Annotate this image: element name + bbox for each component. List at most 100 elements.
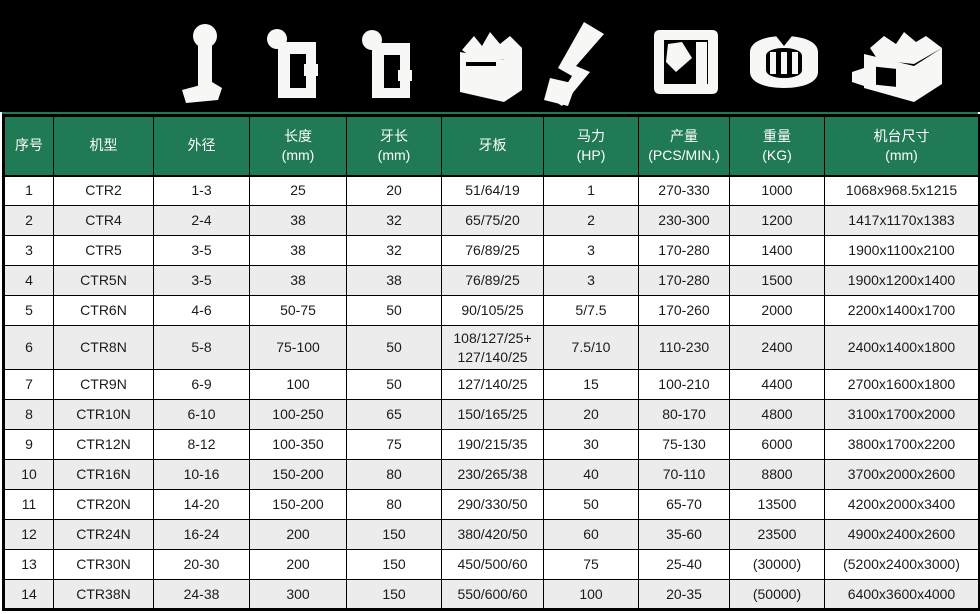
table-row: 13 CTR30N 20-30 200 150 450/500/60 75 25-40 (300… — [3, 549, 980, 580]
table-cell: 8-12 — [153, 429, 250, 460]
die-frame-alt-icon — [362, 30, 412, 98]
table-cell: (50000) — [729, 579, 825, 610]
table-cell: 23500 — [729, 519, 825, 550]
table-cell: 1000 — [729, 175, 825, 206]
table-cell: 4 — [3, 265, 54, 296]
table-cell: 7 — [3, 369, 54, 400]
table-cell: 150 — [346, 579, 442, 610]
table-cell: 150/165/25 — [441, 399, 544, 430]
spec-table-body: 1 CTR2 1-3 25 20 51/64/19 1 270-330 1000 1068x968… — [3, 175, 980, 610]
table-cell: 200 — [249, 549, 347, 580]
table-cell: 108/127/25+ 127/140/25 — [441, 325, 544, 370]
table-cell: CTR5N — [53, 265, 154, 296]
column-header: 序号 — [3, 115, 54, 177]
table-cell: 200 — [249, 519, 347, 550]
table-cell: 2 — [543, 205, 639, 236]
table-cell: 1417x1170x1383 — [824, 205, 980, 236]
table-cell: CTR10N — [53, 399, 154, 430]
table-cell: 290/330/50 — [441, 489, 544, 520]
spec-table: 序号 机型 外径 长度 (mm) 牙长 (mm) 牙板 马力 (HP) 产量 (PCS/MIN… — [2, 114, 980, 611]
table-cell: 1068x968.5x1215 — [824, 175, 980, 206]
table-cell: CTR5 — [53, 235, 154, 266]
table-cell: 65 — [346, 399, 442, 430]
table-cell: 230-300 — [638, 205, 730, 236]
table-row: 6 CTR8N 5-8 75-100 50 108/127/25+ 127/140/25 7… — [3, 325, 980, 370]
table-cell: CTR4 — [53, 205, 154, 236]
table-cell: 14 — [3, 579, 54, 610]
table-cell: 11 — [3, 489, 54, 520]
anchor-bolt-icon — [182, 24, 222, 103]
table-cell: 50 — [346, 295, 442, 326]
table-row: 10 CTR16N 10-16 150-200 80 230/265/38 40 70-110… — [3, 459, 980, 490]
table-cell: 4-6 — [153, 295, 250, 326]
table-cell: 35-60 — [638, 519, 730, 550]
table-cell: 25-40 — [638, 549, 730, 580]
table-cell: 100-350 — [249, 429, 347, 460]
table-cell: 38 — [249, 205, 347, 236]
banner-table-divider — [2, 112, 978, 114]
table-cell: 20-35 — [638, 579, 730, 610]
banner — [0, 0, 980, 112]
table-cell: 380/420/50 — [441, 519, 544, 550]
table-cell: 80 — [346, 459, 442, 490]
table-cell: 2000 — [729, 295, 825, 326]
table-cell: 13 — [3, 549, 54, 580]
table-cell: 100-210 — [638, 369, 730, 400]
table-cell: 2400 — [729, 325, 825, 370]
table-cell: 38 — [249, 235, 347, 266]
table-cell: (5200x2400x3000) — [824, 549, 980, 580]
table-cell: 1-3 — [153, 175, 250, 206]
table-cell: 14-20 — [153, 489, 250, 520]
table-cell: 20-30 — [153, 549, 250, 580]
table-row: 9 CTR12N 8-12 100-350 75 190/215/35 30 75-130 60… — [3, 429, 980, 460]
table-cell: 10-16 — [153, 459, 250, 490]
table-cell: 127/140/25 — [441, 369, 544, 400]
die-plate-icon — [654, 30, 718, 94]
table-cell: 75 — [346, 429, 442, 460]
table-cell: 8 — [3, 399, 54, 430]
column-header: 马力 (HP) — [543, 115, 639, 177]
spec-table-head: 序号 机型 外径 长度 (mm) 牙长 (mm) 牙板 马力 (HP) 产量 (PCS/MIN… — [3, 115, 980, 177]
table-cell: 1200 — [729, 205, 825, 236]
table-cell: 10 — [3, 459, 54, 490]
table-cell: 50 — [346, 325, 442, 370]
table-cell: 2200x1400x1700 — [824, 295, 980, 326]
table-row: 2 CTR4 2-4 38 32 65/75/20 2 230-300 1200 1417x117… — [3, 205, 980, 236]
die-frame-icon — [267, 29, 318, 98]
table-cell: 230/265/38 — [441, 459, 544, 490]
table-cell: 75 — [543, 549, 639, 580]
table-cell: 20 — [346, 175, 442, 206]
table-cell: 3-5 — [153, 265, 250, 296]
table-cell: 2400x1400x1800 — [824, 325, 980, 370]
table-cell: 270-330 — [638, 175, 730, 206]
table-cell: 5 — [3, 295, 54, 326]
table-cell: 2700x1600x1800 — [824, 369, 980, 400]
table-cell: 80 — [346, 489, 442, 520]
table-cell: 170-280 — [638, 265, 730, 296]
table-cell: 76/89/25 — [441, 235, 544, 266]
table-cell: 75-100 — [249, 325, 347, 370]
table-cell: 2-4 — [153, 205, 250, 236]
column-header: 产量 (PCS/MIN.) — [638, 115, 730, 177]
table-row: 4 CTR5N 3-5 38 38 76/89/25 3 170-280 1500 1900x12… — [3, 265, 980, 296]
table-cell: 100 — [249, 369, 347, 400]
table-cell: 50 — [346, 369, 442, 400]
column-header: 外径 — [153, 115, 250, 177]
table-cell: 1 — [543, 175, 639, 206]
table-cell: 3100x1700x2000 — [824, 399, 980, 430]
table-cell: 6-9 — [153, 369, 250, 400]
table-cell: 6-10 — [153, 399, 250, 430]
table-cell: 65-70 — [638, 489, 730, 520]
table-cell: 550/600/60 — [441, 579, 544, 610]
table-cell: 4900x2400x2600 — [824, 519, 980, 550]
table-cell: 150-200 — [249, 459, 347, 490]
column-header: 机台尺寸 (mm) — [824, 115, 980, 177]
table-cell: 76/89/25 — [441, 265, 544, 296]
table-cell: 20 — [543, 399, 639, 430]
table-cell: 6000 — [729, 429, 825, 460]
table-cell: CTR16N — [53, 459, 154, 490]
column-header: 重量 (KG) — [729, 115, 825, 177]
table-cell: CTR8N — [53, 325, 154, 370]
table-cell: CTR9N — [53, 369, 154, 400]
table-cell: 13500 — [729, 489, 825, 520]
